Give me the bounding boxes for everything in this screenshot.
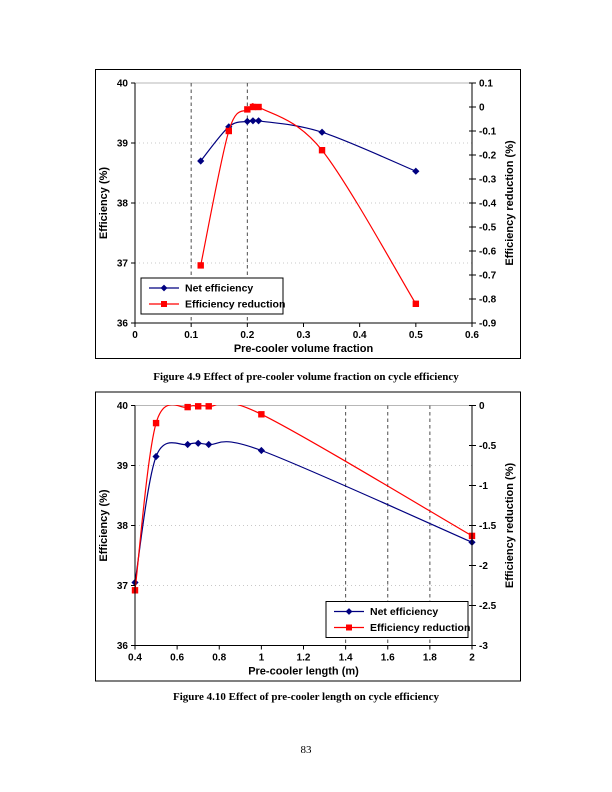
y-right-tick-label: 0 xyxy=(479,103,485,114)
x-tick-label: 0.1 xyxy=(184,330,198,341)
diamond-marker xyxy=(152,452,160,461)
square-marker xyxy=(318,147,326,154)
x-axis: 0.4 0.6 0.8 1 1.2 1.4 1.6 1.8 2 Pre-cooler length… xyxy=(128,645,475,678)
reference-vlines xyxy=(345,405,431,646)
x-tick-label: 0.2 xyxy=(240,330,254,341)
x-axis: 0 0.1 0.2 0.3 0.4 0.5 0.6 Pre-cooler volume fra… xyxy=(132,323,479,355)
x-tick-label: 0.4 xyxy=(353,330,367,341)
y-left-tick-label: 40 xyxy=(117,79,129,90)
y-left-tick-label: 37 xyxy=(117,581,129,592)
x-tick-label: 1.2 xyxy=(297,653,311,664)
square-marker xyxy=(194,403,202,410)
page-number: 83 xyxy=(300,744,312,756)
y-axis-right: 0.1 0 -0.1 -0.2 -0.3 -0.4 -0.5 -0.6 -0.7 -0.8 -0.9… xyxy=(469,79,516,330)
diamond-marker xyxy=(243,117,251,125)
series-efficiency-reduction xyxy=(197,103,420,307)
gridlines xyxy=(135,465,472,586)
figure-4-10-caption: Figure 4.10 Effect of pre-cooler length … xyxy=(172,691,440,703)
y-right-axis-title: Efficiency reduction (%) xyxy=(504,140,516,266)
x-tick-label: 0.5 xyxy=(409,330,423,341)
y-right-tick-label: -0.1 xyxy=(479,127,497,138)
y-right-tick-label: 0 xyxy=(479,401,485,412)
diamond-marker xyxy=(205,440,213,449)
legend-label: Net efficiency xyxy=(185,283,253,295)
y-right-tick-label: -3 xyxy=(479,641,488,652)
diamond-marker xyxy=(249,117,257,125)
square-marker xyxy=(184,403,191,411)
square-marker xyxy=(152,419,160,427)
y-axis-left: 36 37 38 39 40 Efficiency (%) xyxy=(98,401,135,652)
diamond-marker xyxy=(184,440,192,449)
x-tick-label: 1.8 xyxy=(423,653,437,664)
legend: Net efficiency Efficiency reduction xyxy=(140,277,285,315)
y-right-tick-label: -1.5 xyxy=(479,521,497,532)
square-marker xyxy=(258,411,265,418)
x-tick-label: 0.3 xyxy=(297,330,311,341)
square-marker xyxy=(249,103,257,111)
y-right-tick-label: -0.4 xyxy=(479,199,497,210)
y-right-tick-label: -2 xyxy=(479,561,488,572)
x-tick-label: 0 xyxy=(132,330,138,341)
x-tick-label: 1.4 xyxy=(339,653,353,664)
y-right-tick-label: 0.1 xyxy=(479,79,493,90)
square-marker xyxy=(225,127,232,135)
figure-4-9-chart: 0 0.1 0.2 0.3 0.4 0.5 0.6 Pre-cooler volume fra… xyxy=(95,69,521,359)
y-right-tick-label: -0.5 xyxy=(479,223,497,234)
y-left-tick-label: 38 xyxy=(117,199,129,210)
x-axis-title: Pre-cooler length (m) xyxy=(248,666,359,678)
y-right-tick-label: -0.9 xyxy=(479,319,497,330)
y-right-tick-label: -0.7 xyxy=(479,271,497,282)
x-tick-label: 2 xyxy=(469,653,475,664)
x-tick-label: 1.6 xyxy=(381,653,395,664)
x-tick-label: 0.8 xyxy=(212,653,226,664)
diamond-marker xyxy=(197,157,205,165)
chart-2-svg: 0.4 0.6 0.8 1 1.2 1.4 1.6 1.8 2 Pre-cooler length… xyxy=(95,391,521,682)
legend-square-marker xyxy=(346,624,352,631)
figure-4-9-caption: Figure 4.9 Effect of pre-cooler volume f… xyxy=(153,371,459,383)
legend: Net efficiency Efficiency reduction xyxy=(325,601,470,638)
y-right-tick-label: -2.5 xyxy=(479,601,497,612)
legend-diamond-marker xyxy=(345,608,353,615)
diamond-marker xyxy=(412,167,420,175)
y-left-tick-label: 36 xyxy=(117,319,129,330)
y-right-axis-title: Efficiency reduction (%) xyxy=(504,463,516,589)
y-left-axis-title: Efficiency (%) xyxy=(98,167,110,239)
y-left-tick-label: 38 xyxy=(117,521,129,532)
y-left-tick-label: 36 xyxy=(117,641,129,652)
legend-square-marker xyxy=(161,301,167,307)
legend-label: Efficiency reduction xyxy=(185,299,285,311)
x-tick-label: 1 xyxy=(259,653,265,664)
y-right-tick-label: -0.3 xyxy=(479,175,497,186)
legend-label: Efficiency reduction xyxy=(370,622,470,634)
y-right-tick-label: -0.5 xyxy=(479,441,497,452)
x-tick-label: 0.4 xyxy=(128,653,142,664)
y-left-tick-label: 39 xyxy=(117,139,129,150)
square-marker xyxy=(412,300,420,307)
y-left-tick-label: 37 xyxy=(117,259,129,270)
y-left-tick-label: 40 xyxy=(117,401,129,412)
square-marker xyxy=(205,403,212,410)
x-tick-label: 0.6 xyxy=(170,653,184,664)
chart-1-svg: 0 0.1 0.2 0.3 0.4 0.5 0.6 Pre-cooler volume fra… xyxy=(95,69,521,359)
figure-4-10-chart: 0.4 0.6 0.8 1 1.2 1.4 1.6 1.8 2 Pre-cooler length… xyxy=(95,391,521,682)
y-right-tick-label: -0.8 xyxy=(479,295,497,306)
diamond-marker xyxy=(257,446,265,455)
y-right-tick-label: -0.2 xyxy=(479,151,497,162)
y-right-tick-label: -1 xyxy=(479,481,488,492)
diamond-marker xyxy=(254,117,263,125)
y-axis-right: 0 -0.5 -1 -1.5 -2 -2.5 -3 Efficiency reduction … xyxy=(469,401,516,652)
y-left-axis-title: Efficiency (%) xyxy=(98,489,110,561)
y-axis-left: 36 37 38 39 40 Efficiency (%) xyxy=(98,79,135,330)
legend-label: Net efficiency xyxy=(370,606,438,618)
y-left-tick-label: 39 xyxy=(117,461,129,472)
x-axis-title: Pre-cooler volume fraction xyxy=(234,343,374,355)
square-marker xyxy=(255,103,262,111)
x-tick-label: 0.6 xyxy=(465,330,479,341)
square-marker xyxy=(244,106,251,113)
square-marker xyxy=(197,262,204,269)
y-right-tick-label: -0.6 xyxy=(479,247,497,258)
